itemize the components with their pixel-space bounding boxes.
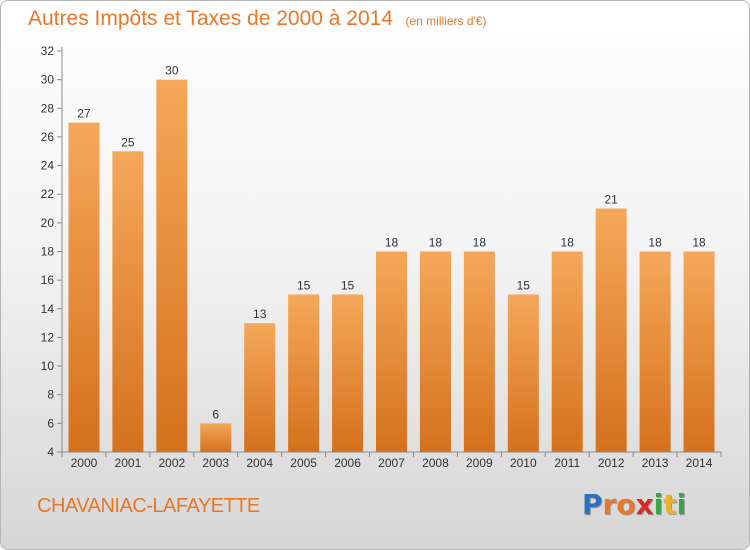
data-label: 30 xyxy=(165,64,179,78)
y-tick-label: 6 xyxy=(47,416,54,430)
labels-group: 2000 27 2001 25 2002 30 2003 6 2004 13 2005 15 2006 1… xyxy=(71,64,713,470)
x-tick-label: 2004 xyxy=(246,456,273,470)
x-tick-label: 2013 xyxy=(642,456,669,470)
logo-letter: i xyxy=(653,488,664,521)
x-tick-label: 2007 xyxy=(378,456,405,470)
x-tick-label: 2010 xyxy=(510,456,537,470)
x-tick-label: 2009 xyxy=(466,456,493,470)
bar xyxy=(507,294,539,452)
bar xyxy=(683,251,715,452)
logo-letter: x xyxy=(635,488,654,521)
x-tick-label: 2012 xyxy=(598,456,625,470)
logo-letter: P xyxy=(582,488,603,521)
x-tick-label: 2002 xyxy=(158,456,185,470)
data-label: 13 xyxy=(253,307,267,321)
data-label: 15 xyxy=(297,278,311,292)
x-tick-label: 2006 xyxy=(334,456,361,470)
data-label: 6 xyxy=(212,407,219,421)
y-tick-label: 32 xyxy=(41,44,55,58)
bar xyxy=(68,122,100,452)
y-tick-label: 8 xyxy=(47,388,54,402)
y-tick-label: 14 xyxy=(41,302,55,316)
y-tick-label: 20 xyxy=(41,216,55,230)
y-tick-label: 22 xyxy=(41,187,55,201)
bar xyxy=(595,208,627,452)
y-tick-label: 16 xyxy=(41,273,55,287)
bar xyxy=(244,323,276,452)
y-tick-label: 10 xyxy=(41,359,55,373)
proxiti-logo[interactable]: Proxiti xyxy=(582,488,686,521)
y-tick-label: 4 xyxy=(47,445,54,459)
data-label: 18 xyxy=(561,236,575,250)
bar xyxy=(419,251,451,452)
x-tick-label: 2008 xyxy=(422,456,449,470)
data-label: 18 xyxy=(473,236,487,250)
logo-letter: r xyxy=(602,488,617,521)
x-tick-label: 2001 xyxy=(115,456,142,470)
data-label: 27 xyxy=(77,107,91,121)
bar xyxy=(112,151,144,452)
chart-title: Autres Impôts et Taxes de 2000 à 2014 xyxy=(28,7,394,30)
x-tick-label: 2014 xyxy=(686,456,713,470)
y-tick-label: 26 xyxy=(41,130,55,144)
data-label: 18 xyxy=(429,236,443,250)
data-label: 21 xyxy=(604,193,618,207)
bar xyxy=(200,423,232,452)
y-tick-label: 12 xyxy=(41,330,55,344)
bars-group xyxy=(68,79,715,453)
bar xyxy=(156,79,188,453)
logo-letter: i xyxy=(676,488,687,521)
data-label: 18 xyxy=(385,236,399,250)
x-tick-label: 2011 xyxy=(554,456,580,470)
chart-unit: (en milliers d'€) xyxy=(405,14,487,28)
x-tick-label: 2005 xyxy=(290,456,317,470)
x-tick-label: 2000 xyxy=(71,456,98,470)
bar xyxy=(332,294,364,452)
y-tick-label: 18 xyxy=(41,245,55,259)
y-tick-label: 30 xyxy=(41,73,55,87)
x-tick-label: 2003 xyxy=(202,456,229,470)
bar xyxy=(376,251,407,452)
logo-letter: t xyxy=(663,488,677,521)
y-tick-label: 28 xyxy=(41,101,55,115)
data-label: 25 xyxy=(121,135,135,149)
bar xyxy=(551,251,583,452)
data-label: 15 xyxy=(517,278,531,292)
y-tick-label: 24 xyxy=(41,159,55,173)
commune-name: CHAVANIAC-LAFAYETTE xyxy=(37,495,260,517)
bar xyxy=(639,251,671,452)
data-label: 18 xyxy=(648,236,662,250)
data-label: 15 xyxy=(341,278,355,292)
bar xyxy=(288,294,320,452)
logo-letter: o xyxy=(616,488,636,521)
data-label: 18 xyxy=(692,236,706,250)
title-block: Autres Impôts et Taxes de 2000 à 2014 (e… xyxy=(28,7,486,31)
bar xyxy=(463,251,495,452)
